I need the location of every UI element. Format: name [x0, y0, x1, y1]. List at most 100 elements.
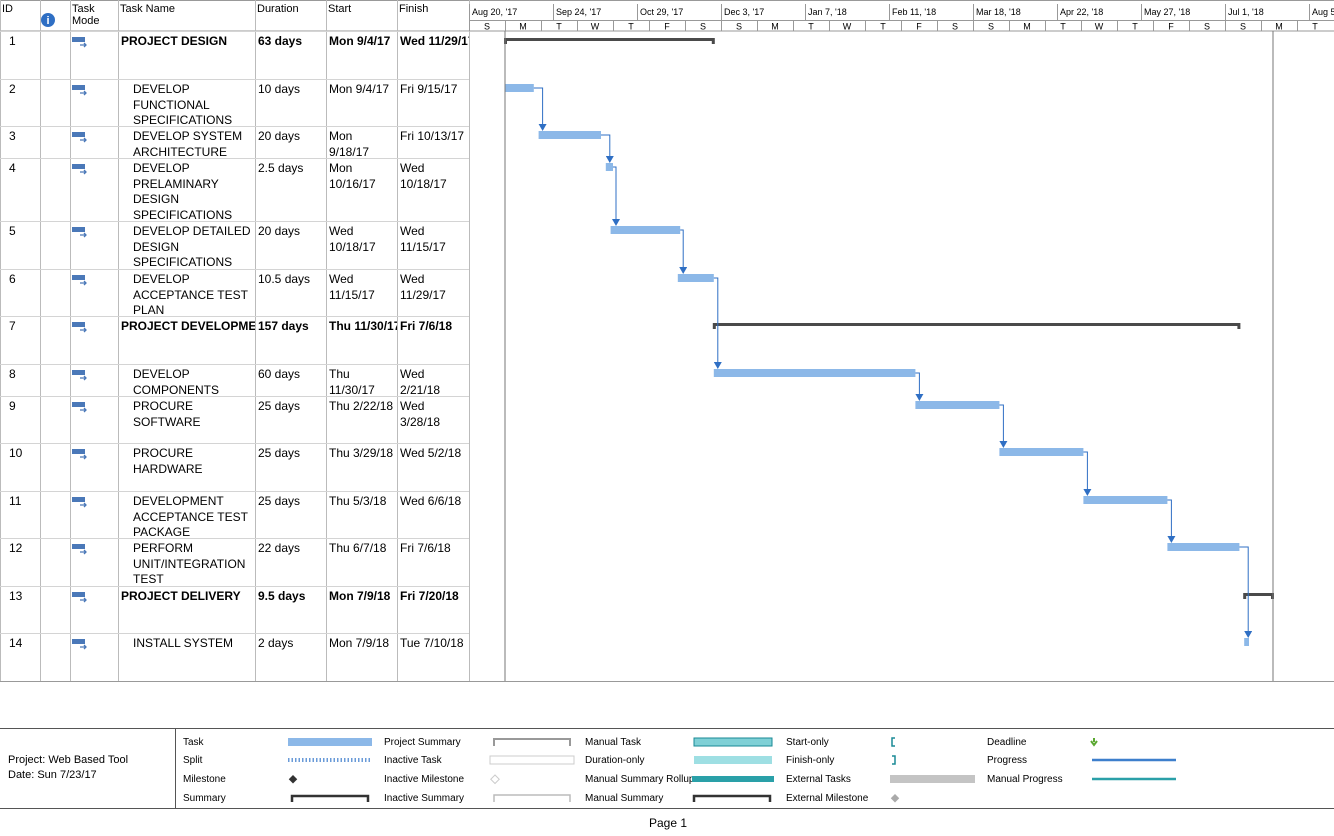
task-bar: [677, 274, 714, 282]
timescale-minor-label: T: [1132, 22, 1138, 32]
task-start: Thu 5/3/18: [329, 494, 387, 508]
legend-label: External Tasks: [786, 774, 851, 785]
task-mode-icon: [72, 275, 85, 280]
task-name: DEVELOP COMPONENTS: [133, 367, 220, 397]
task-name: PROCURE HARDWARE: [133, 446, 203, 476]
task-mode-icon: [72, 639, 85, 644]
task-start: Thu 6/7/18: [329, 541, 387, 555]
dependency-arrow: [915, 372, 924, 401]
timescale-major-label: Jul 1, '18: [1228, 7, 1264, 17]
task-bar: [610, 226, 681, 234]
task-mode-icon: [72, 164, 85, 169]
task-duration: 10 days: [258, 82, 301, 96]
task-mode-icon: [72, 449, 85, 454]
timescale-minor-label: T: [556, 22, 562, 32]
task-finish: Fri 9/15/17: [400, 82, 458, 96]
dependency-arrow: [713, 277, 722, 369]
dependency-arrow: [533, 87, 547, 131]
legend-swatch: [890, 775, 975, 783]
task-name: DEVELOP ACCEPTANCE TEST PLAN: [133, 272, 248, 317]
footer-page: Page 1: [649, 816, 687, 830]
task-start: Mon 10/16/17: [329, 161, 376, 191]
timescale-major-label: Sep 24, '17: [556, 7, 601, 17]
task-mode-icon: [80, 169, 87, 175]
timescale-major-label: Oct 29, '17: [640, 7, 683, 17]
task-bar: [915, 401, 1000, 409]
task-mode-icon: [80, 137, 87, 143]
timescale-minor-label: M: [1023, 22, 1031, 32]
task-id: 9: [9, 399, 16, 413]
task-mode-icon: [72, 85, 85, 90]
timescale-major-label: Dec 3, '17: [724, 7, 764, 17]
task-start: Mon 9/18/17: [329, 129, 370, 159]
timescale-minor-label: S: [700, 22, 706, 32]
task-id: 11: [9, 494, 22, 508]
task-mode-icon: [72, 322, 85, 327]
task-bar: [713, 369, 916, 377]
dependency-arrow: [612, 166, 620, 226]
timescale-minor-label: T: [808, 22, 814, 32]
task-bar: [538, 131, 601, 139]
task-finish: Fri 7/6/18: [400, 541, 451, 555]
timescale-minor-label: S: [952, 22, 958, 32]
task-name: PERFORM UNIT/INTEGRATION TEST: [133, 541, 246, 586]
task-name: PROJECT DESIGN: [121, 34, 228, 48]
task-bar: [505, 84, 534, 92]
task-duration: 25 days: [258, 446, 301, 460]
task-mode-icon: [80, 644, 87, 650]
task-start: Wed 10/18/17: [329, 224, 376, 254]
dependency-arrow: [1167, 499, 1176, 543]
summary-bar: [712, 323, 1241, 329]
task-bar: [999, 448, 1084, 456]
legend-label: Start-only: [786, 737, 829, 748]
task-id: 4: [9, 161, 16, 175]
task-bar: [1083, 496, 1168, 504]
task-mode-icon: [80, 407, 87, 413]
task-mode-icon: [80, 502, 87, 508]
task-mode-icon: [72, 592, 85, 597]
task-mode-icon: [72, 402, 85, 407]
timescale-minor-label: F: [1168, 22, 1174, 32]
dependency-arrow: [679, 229, 688, 274]
legend-swatch: [290, 794, 370, 802]
legend-label: Manual Summary Rollup: [585, 774, 695, 785]
task-finish: Wed 6/6/18: [400, 494, 462, 508]
task-duration: 9.5 days: [258, 589, 306, 603]
task-mode-icon: [80, 327, 87, 333]
legend-swatch: [890, 794, 900, 803]
project-name: Project: Web Based Tool: [8, 754, 128, 766]
column-header: Duration: [257, 3, 299, 15]
column-header: Task Mode: [72, 3, 100, 27]
task-id: 14: [9, 636, 23, 650]
task-id: 13: [9, 589, 23, 603]
legend-swatch: [1090, 738, 1098, 747]
legend-swatch: [891, 737, 895, 747]
legend-swatch: [892, 755, 896, 765]
dependency-arrow: [1239, 546, 1253, 638]
legend-label: Split: [183, 755, 203, 766]
task-mode-icon: [80, 42, 87, 48]
task-duration: 63 days: [258, 34, 303, 48]
legend-label: Inactive Task: [384, 755, 443, 766]
task-finish: Wed 11/15/17: [400, 224, 446, 254]
task-finish: Tue 7/10/18: [400, 636, 464, 650]
task-id: 12: [9, 541, 23, 555]
legend-label: Inactive Milestone: [384, 774, 464, 785]
legend-swatch: [490, 774, 500, 785]
timescale-minor-label: W: [843, 22, 852, 32]
task-id: 10: [9, 446, 23, 460]
timescale-minor-label: S: [736, 22, 742, 32]
task-mode-icon: [72, 227, 85, 232]
task-bar: [1244, 638, 1249, 646]
timescale-major-label: Aug 5, '18: [1312, 7, 1334, 17]
task-finish: Wed 11/29/17: [400, 272, 446, 302]
legend-swatch: [693, 737, 773, 747]
task-mode-icon: [80, 375, 87, 381]
task-finish: Fri 10/13/17: [400, 129, 465, 143]
task-mode-icon: [80, 549, 87, 555]
task-start: Mon 9/4/17: [329, 82, 390, 96]
task-id: 1: [9, 34, 16, 48]
timescale-minor-label: M: [771, 22, 779, 32]
